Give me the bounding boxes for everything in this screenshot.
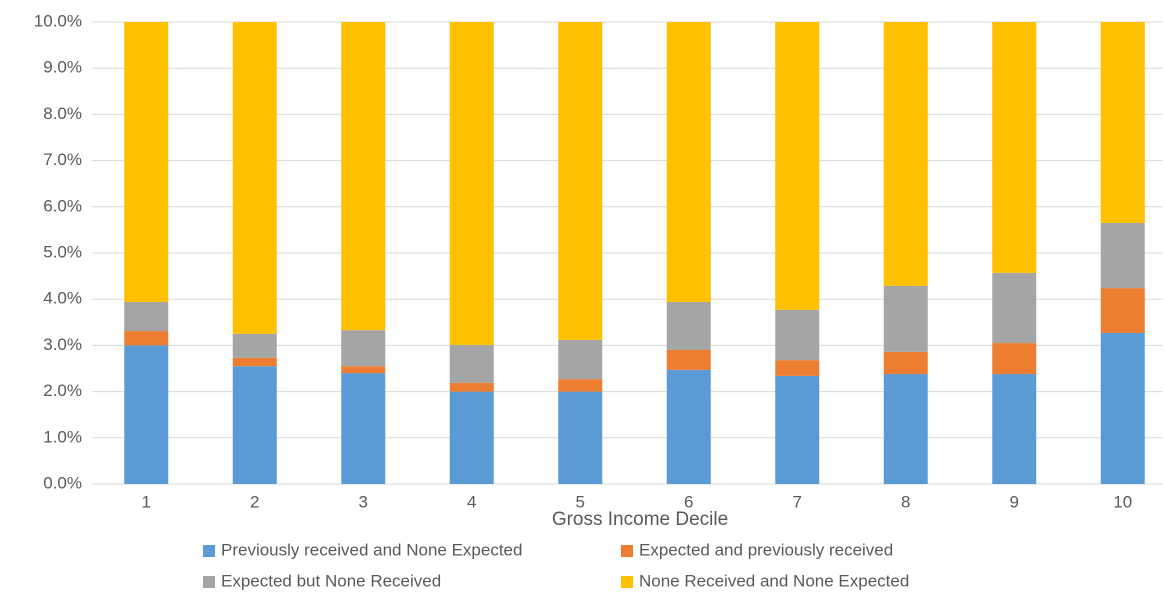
bars	[124, 22, 1145, 484]
bar-segment	[666, 369, 711, 484]
bar-segment	[341, 22, 386, 331]
bar-segment	[232, 333, 277, 358]
bar-segment	[558, 22, 603, 340]
bar-segment	[449, 391, 494, 484]
y-tick-label: 6.0%	[43, 196, 82, 215]
bar-segment	[232, 22, 277, 334]
y-tick-label: 2.0%	[43, 381, 82, 400]
bar-segment	[558, 379, 603, 392]
legend-label: Previously received and None Expected	[221, 540, 522, 559]
bar-segment	[992, 22, 1037, 273]
legend-label: Expected but None Received	[221, 571, 441, 590]
x-axis-title: Gross Income Decile	[552, 509, 728, 530]
legend-swatch	[203, 576, 215, 588]
bar-segment	[775, 309, 820, 361]
bar-segment	[449, 22, 494, 345]
x-tick-label: 3	[359, 492, 368, 511]
x-tick-label: 9	[1010, 492, 1019, 511]
bar-segment	[1100, 222, 1145, 289]
bar-segment	[992, 374, 1037, 484]
bar-segment	[992, 272, 1037, 344]
legend-swatch	[621, 545, 633, 557]
bar-segment	[124, 345, 169, 484]
y-tick-label: 3.0%	[43, 335, 82, 354]
bar-segment	[341, 330, 386, 367]
y-tick-label: 8.0%	[43, 104, 82, 123]
bar-segment	[341, 373, 386, 484]
y-tick-label: 9.0%	[43, 58, 82, 77]
bar-segment	[1100, 288, 1145, 333]
bar-segment	[341, 366, 386, 374]
x-tick-label: 6	[684, 492, 693, 511]
bar-segment	[775, 375, 820, 484]
x-tick-label: 5	[576, 492, 585, 511]
bar-segment	[124, 22, 169, 302]
bar-segment	[666, 22, 711, 302]
bar-segment	[883, 374, 928, 484]
y-tick-label: 7.0%	[43, 150, 82, 169]
bar-segment	[449, 382, 494, 392]
y-tick-label: 1.0%	[43, 427, 82, 446]
bar-segment	[775, 360, 820, 376]
x-tick-label: 7	[793, 492, 802, 511]
y-tick-label: 10.0%	[34, 11, 82, 30]
bar-segment	[232, 357, 277, 367]
y-tick-label: 5.0%	[43, 242, 82, 261]
bar-segment	[558, 391, 603, 484]
x-tick-label: 4	[467, 492, 476, 511]
bar-segment	[449, 344, 494, 383]
legend-swatch	[621, 576, 633, 588]
bar-segment	[666, 301, 711, 351]
bar-segment	[124, 301, 169, 332]
bar-segment	[883, 22, 928, 286]
bar-segment	[124, 331, 169, 346]
bar-segment	[883, 351, 928, 375]
y-tick-label: 0.0%	[43, 473, 82, 492]
bar-segment	[232, 366, 277, 484]
x-tick-label: 8	[901, 492, 910, 511]
bar-segment	[1100, 332, 1145, 484]
bar-segment	[666, 350, 711, 370]
bar-segment	[992, 343, 1037, 375]
bar-segment	[558, 339, 603, 380]
bar-segment	[1100, 22, 1145, 223]
legend-swatch	[203, 545, 215, 557]
bar-segment	[775, 22, 820, 310]
x-tick-label: 10	[1113, 492, 1132, 511]
y-tick-label: 4.0%	[43, 289, 82, 308]
bar-segment	[883, 285, 928, 352]
x-tick-label: 1	[142, 492, 151, 511]
x-tick-label: 2	[250, 492, 259, 511]
legend-label: None Received and None Expected	[639, 571, 909, 590]
legend-label: Expected and previously received	[639, 540, 893, 559]
